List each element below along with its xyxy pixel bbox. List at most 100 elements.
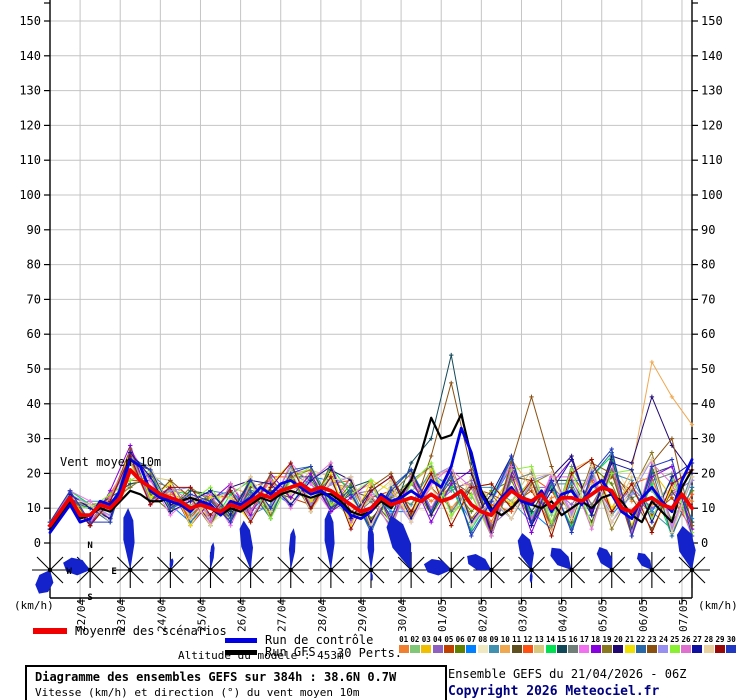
member-legend-06: 06 <box>454 635 466 653</box>
wind-direction-wedge <box>370 570 373 581</box>
y-tick-label-left: 140 <box>19 49 41 63</box>
legend-control-label: Run de contrôle <box>265 633 374 647</box>
wind-direction-wedge <box>596 547 613 570</box>
member-number: 30 <box>726 635 736 644</box>
run-info-label: Ensemble GEFS du 21/04/2026 - 06Z <box>448 667 687 681</box>
legend-mean: Moyenne des scénarios <box>33 624 227 638</box>
member-legend-01: 01 <box>398 636 409 653</box>
member-color-swatch <box>466 645 477 653</box>
member-color-swatch <box>545 645 556 653</box>
member-color-swatch <box>522 645 533 653</box>
y-tick-label-left: 10 <box>27 501 41 515</box>
member-color-swatch <box>477 645 488 653</box>
member-color-swatch <box>669 645 680 653</box>
wind-direction-wedge <box>637 552 652 570</box>
member-legend-24: 24 <box>658 636 669 653</box>
axis-labels: 0 0 10 10 20 20 30 30 40 40 50 50 60 60 70 70 80 80 90 90 10… <box>19 14 722 632</box>
wind-direction-wedge <box>550 547 572 570</box>
date-label: 02/05 <box>476 599 489 632</box>
copyright-label: Copyright 2026 Meteociel.fr <box>448 684 660 699</box>
compass-label-n: N <box>87 541 92 551</box>
member-number: 17 <box>579 635 589 644</box>
member-color-swatch <box>579 645 590 653</box>
y-tick-label-left: 100 <box>19 188 41 202</box>
rose-center-dot <box>208 567 213 573</box>
rose-center-dot <box>47 567 53 573</box>
member-color-swatch <box>568 645 579 653</box>
member-legend-07: 07 <box>466 636 477 653</box>
y-tick-label-left: 120 <box>19 118 41 132</box>
member-color-swatch <box>714 645 725 653</box>
mean-line <box>48 468 694 528</box>
y-tick-label-right: 90 <box>701 223 715 237</box>
member-number: 24 <box>658 635 668 644</box>
member-color-swatch <box>647 645 658 653</box>
member-color-swatch <box>601 645 612 653</box>
series-lines <box>47 352 695 539</box>
member-number: 28 <box>704 635 714 644</box>
y-tick-label-left: 0 <box>34 536 41 550</box>
rose-center-dot <box>248 567 253 573</box>
member-legend-17: 17 <box>579 636 590 653</box>
rose-center-dot <box>87 567 93 573</box>
member-legend-11: 11 <box>511 636 522 653</box>
model-altitude-label: Altitude du modele : 453m <box>178 649 344 662</box>
y-tick-label-right: 40 <box>701 397 715 411</box>
member-number: 06 <box>455 635 465 644</box>
y-tick-label-left: 110 <box>19 153 41 167</box>
member-number: 18 <box>591 635 601 644</box>
date-label: 03/05 <box>516 599 529 632</box>
member-legend-03: 03 <box>421 636 432 653</box>
wind-direction-wedge <box>239 520 253 570</box>
wind-rose <box>312 510 349 588</box>
member-number: 03 <box>421 635 431 644</box>
wind-rose <box>192 542 229 588</box>
rose-center-dot <box>328 567 334 573</box>
rose-center-dot <box>288 567 293 573</box>
gfs-line-swatch <box>225 649 257 655</box>
wind-rose <box>63 552 109 588</box>
wind-direction-wedge <box>169 558 174 570</box>
member-legend-21: 21 <box>624 636 635 653</box>
date-label: 26/04 <box>236 599 249 632</box>
member-number: 19 <box>602 635 612 644</box>
wind-direction-wedge <box>676 526 696 570</box>
date-label: 24/04 <box>155 599 168 632</box>
y-tick-label-right: 140 <box>701 49 723 63</box>
date-label: 22/04 <box>75 599 88 632</box>
y-tick-label-right: 120 <box>701 118 723 132</box>
wind-direction-wedge <box>517 533 534 570</box>
member-color-swatch <box>432 645 443 653</box>
date-label: 23/04 <box>115 599 128 632</box>
member-number: 12 <box>523 635 533 644</box>
member-number: 26 <box>681 635 691 644</box>
member-legend-04: 04 <box>432 636 443 653</box>
wind-direction-wedge <box>35 570 54 594</box>
member-number: 04 <box>433 635 443 644</box>
rose-center-dot <box>649 567 655 573</box>
wind-rose <box>467 552 510 588</box>
member-legend-05: 05 <box>443 636 454 653</box>
member-legend-14: 14 <box>545 636 556 653</box>
wind-rose <box>353 525 389 588</box>
y-tick-label-right: 110 <box>701 153 723 167</box>
member-legend-29: 29 <box>714 636 725 653</box>
rose-center-dot <box>569 567 574 573</box>
wind-rose <box>633 552 670 588</box>
control-line-swatch <box>225 637 257 643</box>
chart-subtitle: Vitesse (km/h) et direction (°) du vent … <box>35 686 360 699</box>
unit-label-left: (km/h) <box>14 599 54 612</box>
rose-center-dot <box>689 567 695 573</box>
y-tick-label-right: 70 <box>701 292 715 306</box>
compass-label-s: S <box>87 593 92 603</box>
member-color-swatch <box>534 645 545 653</box>
date-label: 05/05 <box>597 599 610 632</box>
y-tick-label-left: 30 <box>27 432 41 446</box>
members-color-legend: 01 02 03 04 05 06 07 08 09 10 11 12 13 14 15 16 17 18 19 20… <box>398 636 737 653</box>
wind-rose <box>152 552 189 588</box>
rose-center-dot <box>449 567 454 573</box>
member-number: 15 <box>557 635 567 644</box>
member-color-swatch <box>681 645 692 653</box>
member-legend-28: 28 <box>703 636 714 653</box>
